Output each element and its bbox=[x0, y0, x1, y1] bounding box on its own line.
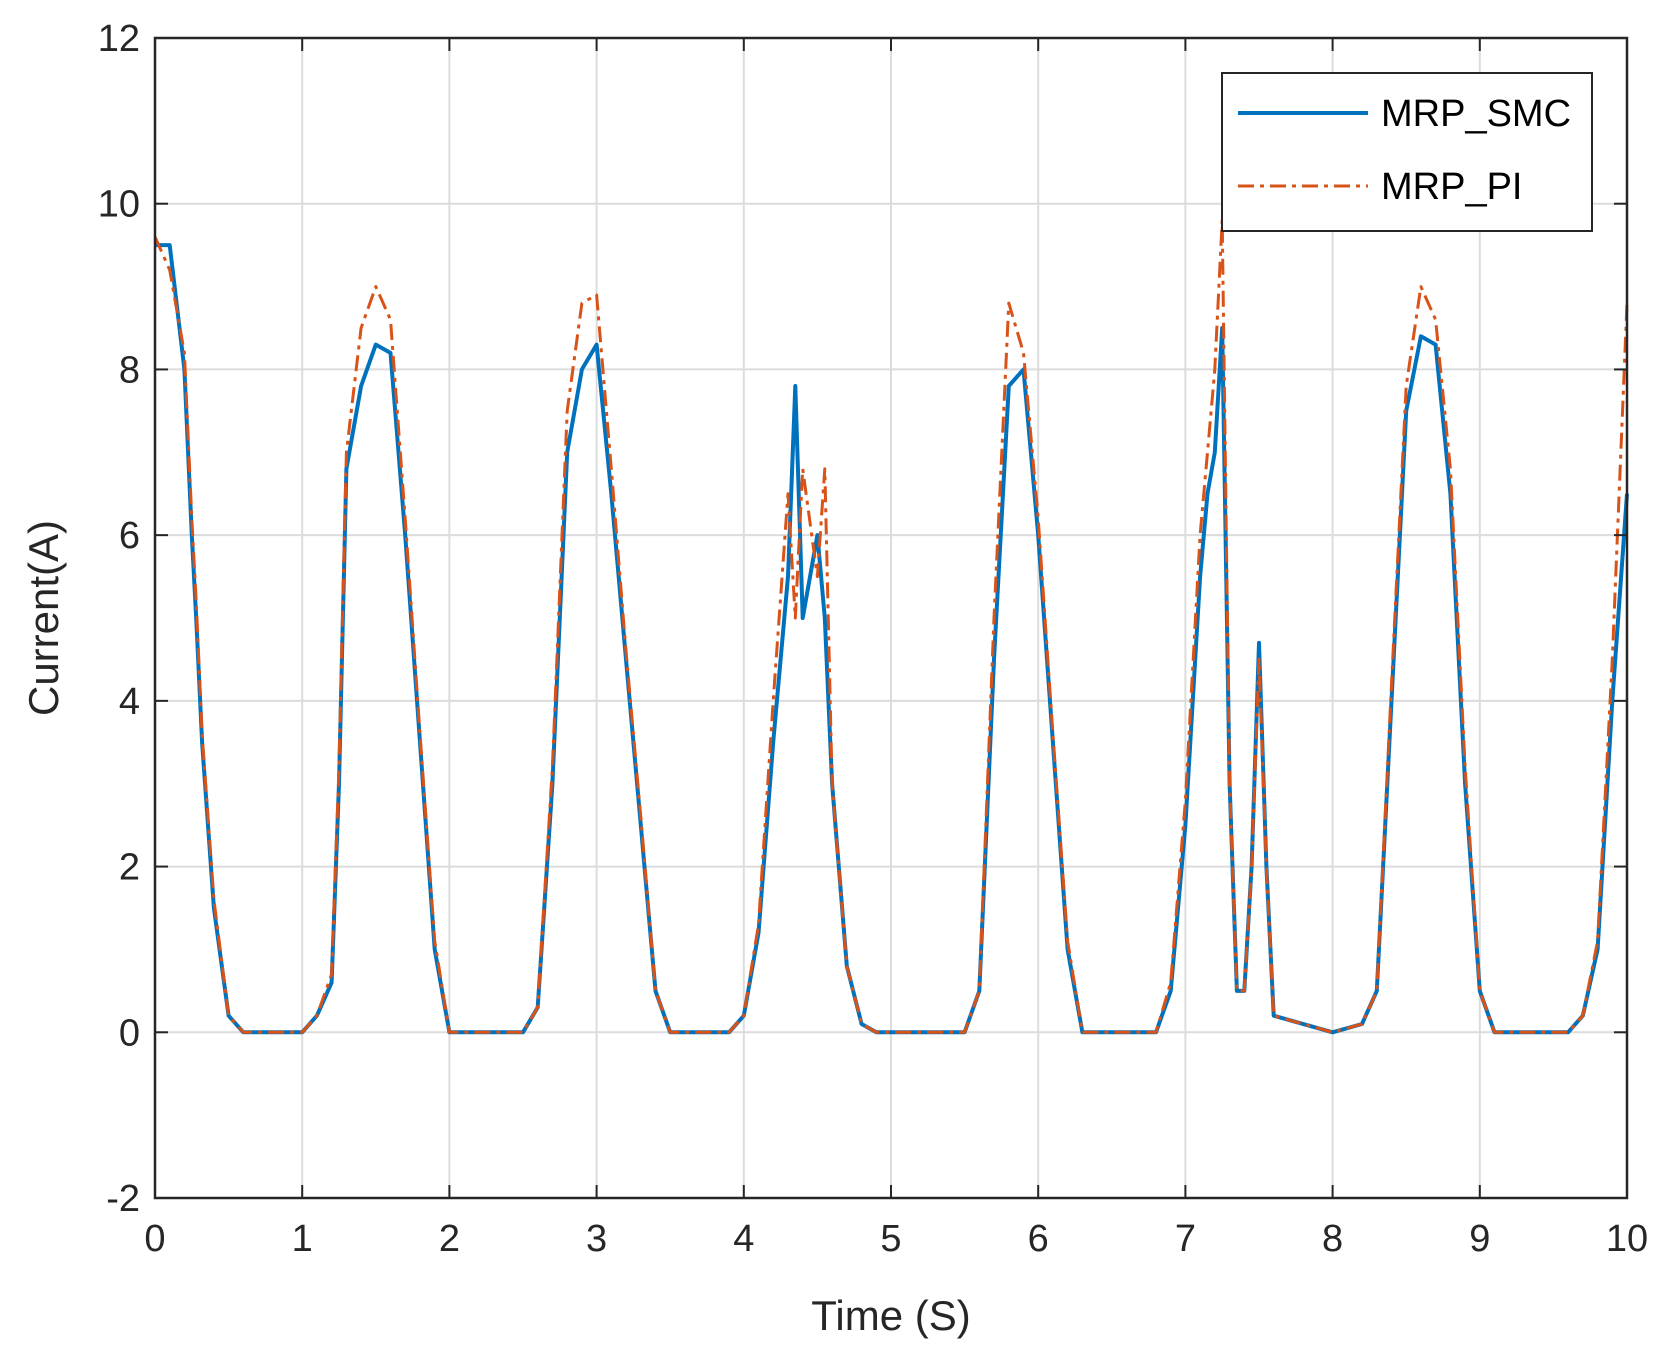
x-tick-label: 9 bbox=[1469, 1218, 1490, 1260]
y-tick-label: 10 bbox=[98, 184, 140, 226]
x-axis-title: Time (S) bbox=[811, 1292, 970, 1339]
x-tick-label: 0 bbox=[144, 1218, 165, 1260]
series-area bbox=[153, 218, 1629, 1035]
x-tick-label: 1 bbox=[292, 1218, 313, 1260]
x-tick-label: 3 bbox=[586, 1218, 607, 1260]
x-tick-label: 4 bbox=[733, 1218, 754, 1260]
y-tick-label: 0 bbox=[119, 1012, 140, 1054]
x-tick-label: 7 bbox=[1175, 1218, 1196, 1260]
y-tick-label: 2 bbox=[119, 847, 140, 889]
x-tick-label: 10 bbox=[1606, 1218, 1648, 1260]
y-tick-label: 8 bbox=[119, 349, 140, 391]
legend-label-mrp-pi: MRP_PI bbox=[1381, 166, 1522, 208]
y-tick-label: 12 bbox=[98, 18, 140, 60]
y-tick-label: -2 bbox=[106, 1178, 140, 1220]
x-tick-label: 2 bbox=[439, 1218, 460, 1260]
y-axis-title: Current(A) bbox=[20, 520, 67, 716]
y-tick-label: 4 bbox=[119, 681, 140, 723]
x-tick-label: 8 bbox=[1322, 1218, 1343, 1260]
legend: MRP_SMC MRP_PI bbox=[1221, 72, 1593, 232]
x-tick-label: 6 bbox=[1028, 1218, 1049, 1260]
legend-box bbox=[1221, 72, 1593, 232]
x-tick-label: 5 bbox=[880, 1218, 901, 1260]
series-line-mrp-pi bbox=[153, 218, 1629, 1034]
legend-label-mrp-smc: MRP_SMC bbox=[1381, 93, 1571, 135]
y-tick-label: 6 bbox=[119, 515, 140, 557]
